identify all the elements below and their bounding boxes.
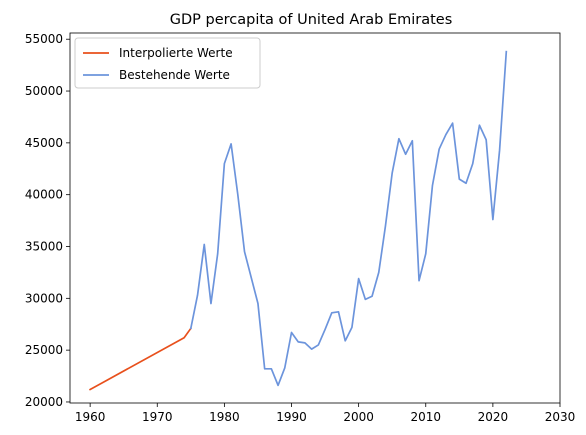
plot-frame: [69, 32, 561, 404]
y-tick-label: 30000: [25, 291, 63, 305]
x-tick-label: 1970: [142, 410, 173, 424]
series-line-2: [189, 50, 508, 387]
series-line-1: [88, 327, 193, 391]
legend-label-1: Interpolierte Werte: [119, 46, 233, 60]
y-tick-label: 40000: [25, 188, 63, 202]
y-tick-label: 50000: [25, 84, 63, 98]
y-tick-label: 45000: [25, 136, 63, 150]
x-tick-label: 1960: [75, 410, 106, 424]
y-tick-label: 20000: [25, 395, 63, 409]
y-tick-label: 25000: [25, 343, 63, 357]
legend-box: [74, 37, 261, 89]
legend-label-2: Bestehende Werte: [119, 68, 230, 82]
y-axis: 20000 25000 30000 35000 40000 45000 50000 55000: [25, 32, 70, 409]
y-tick-label: 35000: [25, 240, 63, 254]
series-layer: [88, 50, 508, 391]
x-tick-label: 2030: [545, 410, 576, 424]
x-axis: 1960 1970 1980 1990 2000 2010 2020 2030: [75, 403, 575, 424]
chart-title: GDP percapita of United Arab Emirates: [170, 12, 453, 28]
x-tick-label: 2010: [410, 410, 441, 424]
x-tick-label: 2000: [343, 410, 374, 424]
y-tick-label: 55000: [25, 32, 63, 46]
x-tick-label: 1980: [209, 410, 240, 424]
x-tick-label: 1990: [276, 410, 307, 424]
legend: Interpolierte Werte Bestehende Werte: [74, 37, 261, 89]
x-tick-label: 2020: [478, 410, 509, 424]
